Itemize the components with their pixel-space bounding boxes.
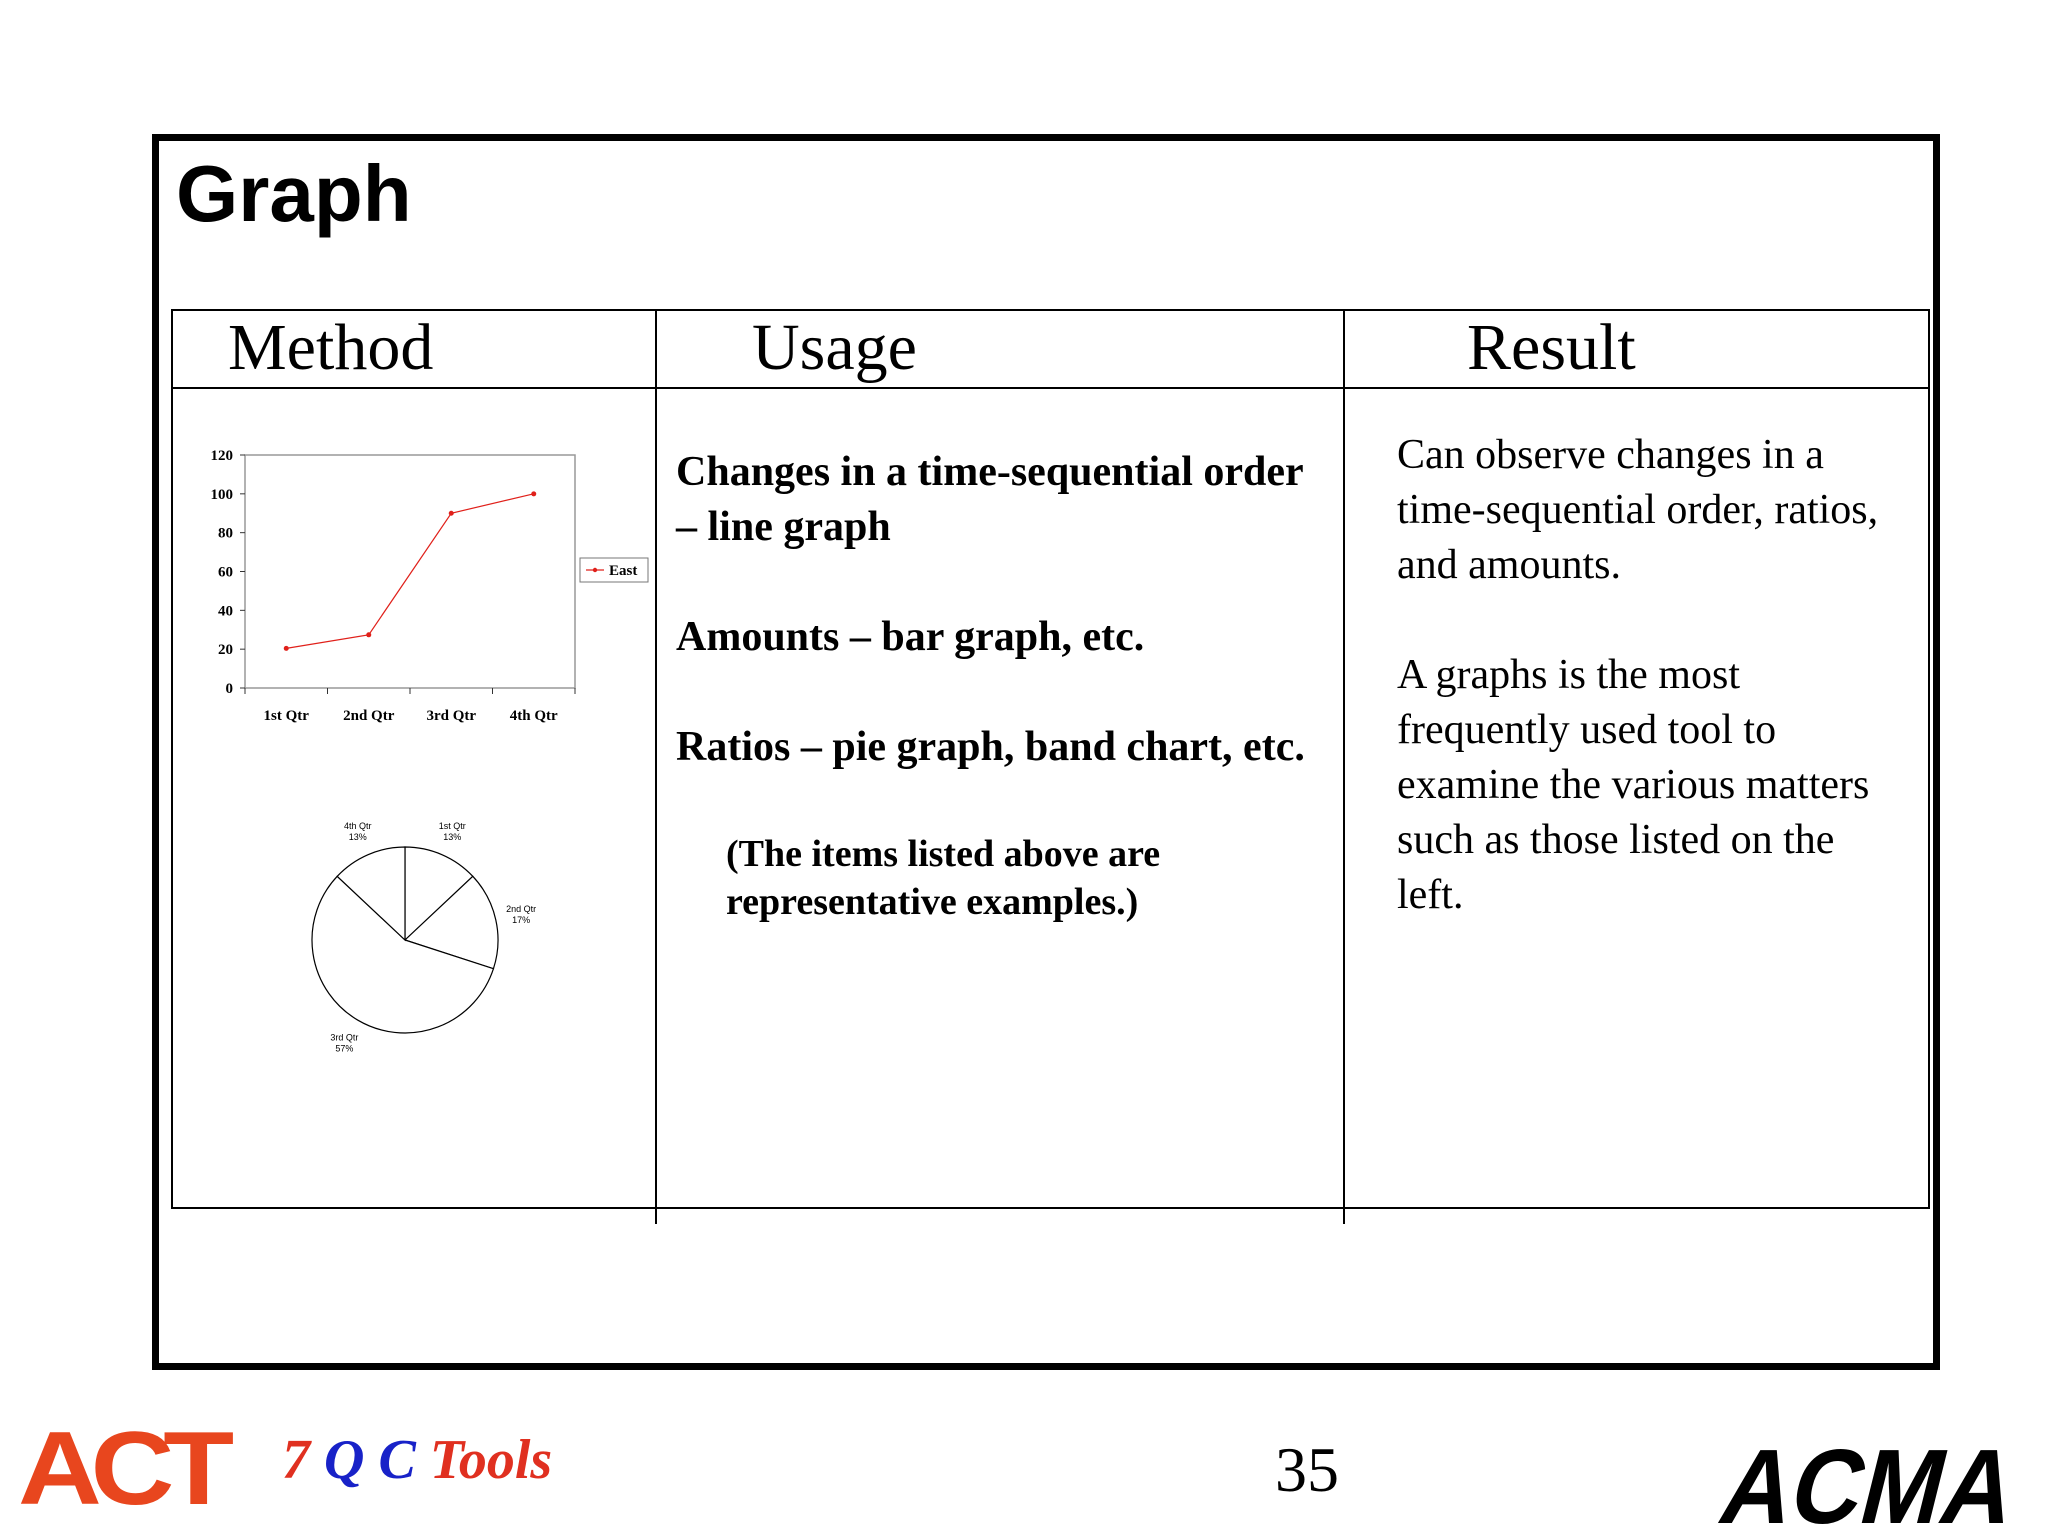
y-tick-label: 20 [218,642,233,658]
result-paragraph-1: Can observe changes in a time-sequential… [1397,432,1879,588]
act-logo-text: ACT [18,1428,233,1508]
pie-slice-percent: 17% [512,915,530,925]
data-point [448,510,454,516]
pie-slice-label: 4th Qtr [344,821,372,831]
y-tick-label: 60 [218,565,233,581]
y-tick-label: 80 [218,526,233,542]
result-paragraph-2: A graphs is the most frequently used too… [1397,652,1870,918]
header-usage: Usage [752,311,917,384]
pie-slice-percent: 57% [335,1043,353,1053]
pie-slice-label: 1st Qtr [439,821,466,831]
x-tick-label: 4th Qtr [510,708,558,724]
usage-text: Changes in a time-sequential order – lin… [676,445,1316,926]
data-point [283,645,289,651]
data-point [366,632,372,638]
pie-slice [404,846,474,942]
usage-pie-graph: Ratios – pie graph, band chart, etc. [676,724,1305,770]
pie-slice [336,846,406,942]
series-line-east [286,493,534,649]
table-column-divider [655,309,657,1224]
usage-line-graph: Changes in a time-sequential order – lin… [676,449,1303,550]
pie-slice-label: 2nd Qtr [506,904,536,914]
x-tick-label: 3rd Qtr [426,708,476,724]
header-result: Result [1467,311,1636,384]
pie-slice-label: 3rd Qtr [330,1032,358,1042]
pie-slice-percent: 13% [443,832,461,842]
usage-bar-graph: Amounts – bar graph, etc. [676,614,1145,660]
data-point [531,491,537,497]
acma-logo: ACMA [1710,1427,2029,1535]
y-tick-label: 120 [211,448,234,464]
page-number: 35 [1275,1434,1339,1505]
tools-title: 7 Q C Tools [282,1425,552,1495]
usage-note: (The items listed above are representati… [726,833,1161,923]
legend-marker [592,567,598,573]
y-tick-label: 100 [211,487,234,503]
line-chart: 0 20 40 60 80 100 120 1st Qtr 2nd Qtr 3rd Qtr 4th … [211,448,649,724]
slide-frame [152,134,1940,1370]
x-tick-label: 1st Qtr [264,708,310,724]
header-method: Method [228,311,434,384]
result-text: Can observe changes in a time-sequential… [1397,428,1897,978]
pie-slice-percent: 13% [349,832,367,842]
pie-slice [311,875,495,1034]
slide-title: Graph [176,149,412,238]
legend-label-east: East [609,563,637,579]
tools-title-part: Tools [429,1429,553,1491]
tools-title-part: Q C [324,1429,430,1491]
act-logo: ACT [18,1428,233,1508]
y-tick-label: 40 [218,603,233,619]
table-column-divider [1343,309,1345,1224]
info-table [171,309,1930,1209]
table-header-divider [171,387,1930,389]
pie-slice [403,875,499,970]
x-tick-label: 2nd Qtr [343,708,395,724]
acma-logo-text: ACMA [1710,1427,2029,1535]
plot-area [244,454,576,689]
y-tick-label: 0 [226,681,234,697]
tools-title-part: 7 [282,1429,324,1491]
